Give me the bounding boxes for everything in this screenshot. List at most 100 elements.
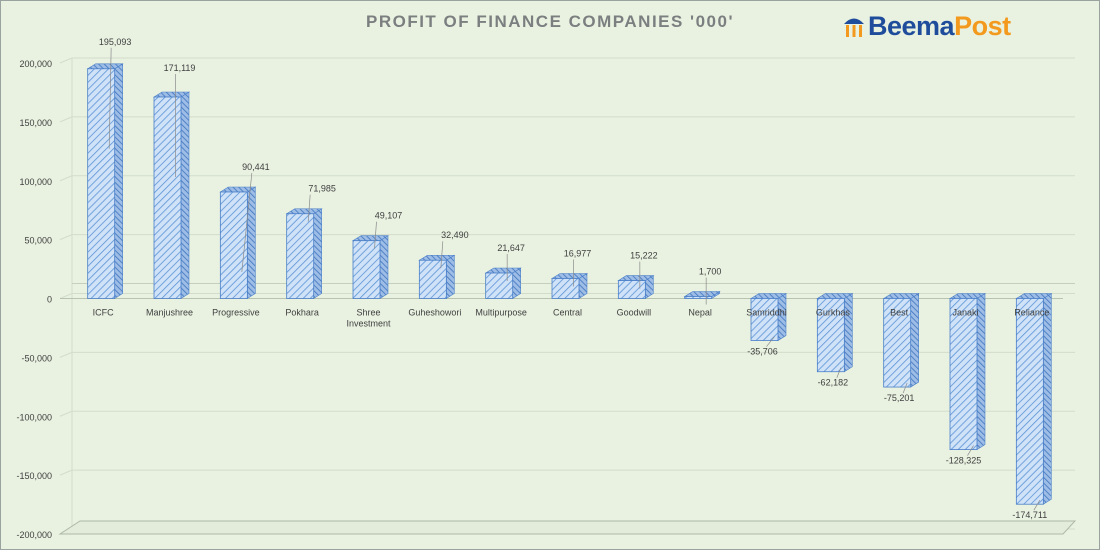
x-tick-label: Manjushree: [146, 308, 193, 318]
bar-front: [684, 296, 713, 299]
logo-text-post: Post: [954, 10, 1011, 41]
umbrella-icon: [844, 18, 864, 37]
chart-title: PROFIT OF FINANCE COMPANIES '000': [365, 12, 735, 31]
leader-line: [836, 367, 842, 378]
bar-front: [551, 278, 580, 299]
bar: [152, 91, 191, 300]
x-tick-label: Nepal: [688, 308, 712, 318]
bar: [948, 292, 987, 451]
y-tick-label: 100,000: [19, 177, 52, 187]
gridline-depth: [59, 410, 73, 417]
bar-front: [883, 298, 912, 388]
data-label: 71,985: [308, 184, 336, 194]
leader-line: [108, 47, 112, 149]
x-tick-label: ICFC: [93, 308, 114, 318]
bar: [219, 186, 257, 300]
bar: [550, 272, 589, 300]
leader-line: [374, 221, 377, 249]
bar-front: [219, 191, 248, 299]
data-label: -174,711: [1012, 510, 1047, 520]
bar-side: [313, 208, 322, 300]
x-tick-label: Samriddhi: [746, 308, 787, 318]
x-tick-label: Goodwill: [617, 308, 652, 318]
bar-front: [418, 259, 447, 299]
bar: [1015, 292, 1053, 505]
leader-line: [440, 241, 444, 269]
x-tick-label: Gurkhas: [816, 308, 851, 318]
y-tick-label: 50,000: [24, 236, 52, 246]
leader-line: [1033, 500, 1041, 511]
x-tick-label: Pokhara: [285, 308, 319, 318]
bar-side: [180, 91, 190, 300]
bar: [882, 292, 920, 388]
leader-line: [967, 445, 974, 456]
gridline-depth: [59, 469, 73, 476]
bar: [351, 235, 390, 300]
y-tick-label: -200,000: [16, 530, 52, 540]
data-label: 195,093: [99, 37, 132, 47]
bar-front: [750, 298, 779, 341]
x-tick-label: Progressive: [212, 308, 260, 318]
bar: [285, 208, 323, 300]
logo-text-beema: Beema: [868, 10, 955, 41]
chart-floor: [58, 520, 1077, 535]
y-tick-label: -100,000: [16, 412, 52, 422]
x-tick-label: Shree Investment: [346, 308, 391, 329]
bar-front: [352, 240, 381, 299]
data-label: 21,647: [497, 243, 525, 253]
bar: [484, 267, 522, 300]
gridline-depth: [59, 351, 73, 358]
bar-front: [816, 298, 845, 373]
leader-line: [241, 172, 253, 273]
data-label: 49,107: [375, 211, 403, 221]
data-label: 90,441: [242, 162, 270, 172]
data-label: -128,325: [946, 456, 982, 466]
data-label: 171,119: [164, 63, 196, 73]
y-tick-label: 150,000: [19, 118, 52, 128]
x-tick-label: Central: [553, 308, 582, 318]
bar-front: [1015, 298, 1044, 505]
bar-side: [1043, 292, 1052, 505]
bar: [683, 290, 721, 300]
bar-front: [153, 96, 182, 299]
data-label: 16,977: [564, 249, 592, 259]
bar-side: [844, 292, 853, 373]
gridline-depth: [59, 57, 73, 64]
gridline-depth: [59, 234, 73, 241]
data-label: -62,182: [818, 378, 849, 388]
leader-line: [902, 382, 908, 394]
bar: [86, 63, 124, 300]
bar-front: [617, 280, 646, 299]
data-label: 32,490: [441, 230, 469, 240]
beemapost-logo: Beema Post: [842, 9, 1011, 43]
y-tick-label: 200,000: [19, 59, 52, 69]
x-tick-label: Multipurpose: [475, 308, 527, 318]
bar: [816, 292, 854, 373]
gridline-depth: [59, 293, 73, 299]
y-tick-label: -50,000: [21, 353, 52, 363]
bar-side: [446, 254, 455, 300]
bar-side: [379, 235, 389, 300]
gridline-depth: [59, 175, 73, 182]
bar-side: [114, 63, 123, 300]
data-label: -75,201: [884, 393, 915, 403]
leader-line: [766, 336, 775, 347]
x-tick-label: Best: [890, 308, 909, 318]
x-tick-label: Janaki: [952, 308, 978, 318]
y-tick-label: -150,000: [16, 471, 52, 481]
data-label: -35,706: [747, 347, 778, 357]
bar: [617, 275, 655, 300]
y-tick-label: 0: [47, 295, 52, 305]
bar-side: [910, 292, 919, 388]
data-label: 1,700: [699, 266, 722, 276]
bar: [418, 254, 456, 300]
gridline-depth: [59, 116, 73, 123]
bar-front: [485, 272, 514, 299]
x-tick-label: Reliance: [1014, 308, 1049, 318]
bar: [749, 292, 788, 342]
bar-front: [87, 68, 116, 299]
leader-line: [307, 194, 311, 222]
data-label: 15,222: [630, 251, 658, 261]
bar-front: [286, 213, 315, 299]
